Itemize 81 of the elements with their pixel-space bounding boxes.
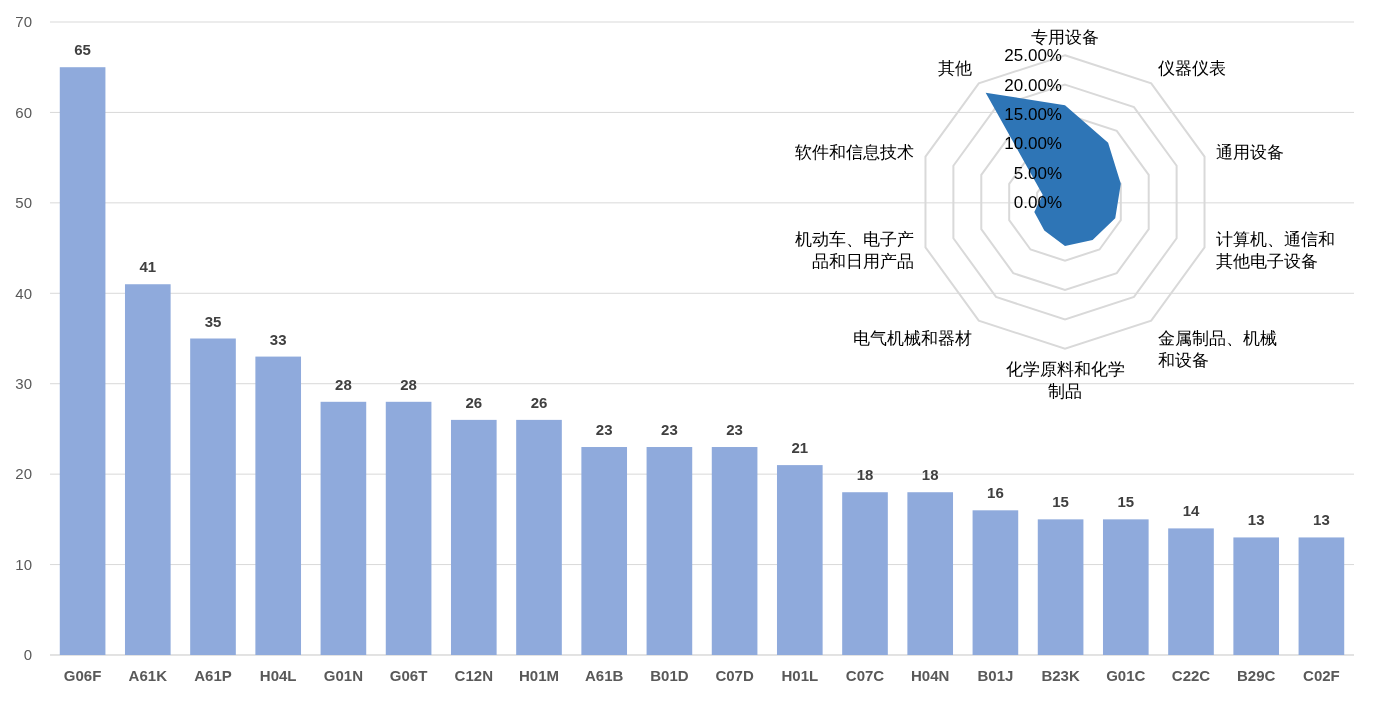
- x-tick-label: B01J: [977, 667, 1014, 684]
- bar: [516, 419, 562, 655]
- y-tick-label: 40: [15, 284, 32, 302]
- spoke-label: 通用设备: [1215, 142, 1284, 162]
- data-label: 23: [726, 421, 743, 439]
- bar: [1298, 537, 1345, 655]
- y-tick-label: 70: [15, 13, 32, 31]
- x-tick-label: B23K: [1041, 667, 1080, 684]
- y-tick-label: 0: [23, 646, 32, 664]
- data-label: 15: [1117, 493, 1135, 511]
- bar: [450, 419, 497, 655]
- bar: [646, 447, 693, 655]
- x-tick-label: G06F: [63, 667, 102, 684]
- bar: [842, 492, 888, 655]
- spoke-label: 专用设备: [1031, 28, 1099, 48]
- data-label: 13: [1247, 511, 1265, 529]
- bar: [776, 465, 823, 655]
- data-label: 35: [204, 312, 222, 330]
- data-label: 41: [139, 258, 157, 276]
- bar: [972, 510, 1019, 655]
- x-tick-label: H01M: [518, 667, 560, 684]
- bar: [1168, 528, 1214, 655]
- data-label: 23: [661, 421, 678, 439]
- data-label: 28: [400, 375, 417, 393]
- data-label: 18: [856, 466, 874, 484]
- x-tick-label: C07D: [715, 667, 754, 684]
- data-label: 21: [791, 439, 809, 457]
- spoke-label: 机动车、电子产品和日用产品: [795, 230, 915, 272]
- bar: [907, 492, 954, 655]
- bar: [711, 447, 758, 655]
- bar: [385, 401, 432, 655]
- bar: [320, 401, 367, 655]
- x-tick-label: C12N: [454, 667, 493, 684]
- y-tick-label: 50: [15, 194, 32, 212]
- spoke-label: 金属制品、机械和设备: [1158, 329, 1278, 371]
- x-tick-label: G01C: [1106, 667, 1146, 684]
- x-tick-label: G01N: [323, 667, 363, 684]
- data-label: 33: [269, 330, 287, 348]
- data-label: 16: [987, 484, 1004, 502]
- bar: [581, 447, 628, 655]
- spoke-label: 化学原料和化学制品: [1005, 359, 1125, 401]
- y-tick-label: 15.00%: [1004, 104, 1062, 124]
- x-tick-label: B01D: [650, 667, 689, 684]
- x-tick-label: C22C: [1171, 667, 1211, 684]
- spoke-label: 仪器仪表: [1158, 58, 1227, 78]
- bar: [190, 338, 236, 655]
- spoke-label: 软件和信息技术: [795, 142, 915, 162]
- x-tick-label: G06T: [389, 667, 428, 684]
- x-tick-label: H01L: [781, 667, 819, 684]
- bar: [1102, 519, 1149, 655]
- bar: [124, 284, 171, 655]
- bar: [59, 67, 106, 655]
- x-tick-label: H04N: [911, 667, 950, 684]
- x-tick-label: C02F: [1303, 667, 1340, 684]
- spoke-label: 其他: [937, 58, 972, 78]
- x-tick-label: C07C: [845, 667, 885, 684]
- bar: [1233, 537, 1280, 655]
- y-tick-label: 60: [15, 103, 32, 121]
- data-label: 28: [335, 375, 352, 393]
- y-tick-label: 30: [15, 374, 32, 392]
- data-label: 18: [921, 466, 939, 484]
- data-label: 23: [595, 421, 613, 439]
- spoke-label: 计算机、通信和其他电子设备: [1215, 230, 1335, 272]
- x-tick-label: A61P: [194, 667, 232, 684]
- data-label: 65: [74, 41, 91, 59]
- x-tick-label: A61K: [128, 667, 168, 684]
- spoke-label: 电气机械和器材: [852, 329, 972, 349]
- y-tick-label: 20: [15, 465, 32, 483]
- y-tick-label: 20.00%: [1004, 75, 1062, 95]
- x-tick-label: A61B: [585, 667, 624, 684]
- data-label: 26: [530, 393, 548, 411]
- data-label: 14: [1182, 502, 1200, 520]
- x-tick-label: B29C: [1237, 667, 1276, 684]
- y-tick-label: 25.00%: [1004, 46, 1062, 66]
- y-tick-label: 10: [15, 555, 32, 573]
- bar: [1037, 519, 1084, 655]
- data-label: 15: [1052, 493, 1069, 511]
- data-label: 26: [465, 393, 483, 411]
- bar: [255, 356, 302, 655]
- data-label: 13: [1313, 511, 1330, 529]
- x-tick-label: H04L: [259, 667, 297, 684]
